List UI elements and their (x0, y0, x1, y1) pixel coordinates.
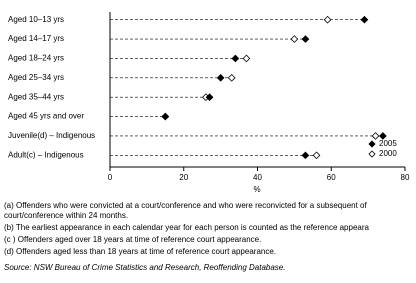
marker (161, 112, 170, 121)
x-tick-label: 40 (253, 173, 262, 182)
legend-marker (368, 140, 376, 148)
marker (231, 54, 240, 63)
marker (301, 35, 310, 43)
footnote: court/conference within 24 months. (4, 211, 128, 220)
x-tick-label: 80 (401, 173, 410, 182)
legend-label: 2005 (379, 139, 397, 148)
marker (360, 15, 369, 24)
category-label: Aged 10–13 yrs (8, 15, 64, 24)
x-tick-label: 60 (327, 173, 336, 182)
marker (323, 15, 332, 24)
marker (216, 73, 225, 82)
footnote: (c ) Offenders aged over 18 years at tim… (4, 235, 261, 244)
x-tick-label: 20 (179, 173, 188, 182)
footnote: (a) Offenders who were convicted at a co… (4, 201, 368, 210)
source: Source: NSW Bureau of Crime Statistics a… (4, 263, 285, 272)
category-label: Aged 18–24 yrs (8, 54, 64, 63)
legend-marker (368, 150, 376, 158)
marker (312, 151, 321, 160)
marker (379, 132, 387, 140)
x-tick-label: 0 (108, 173, 113, 182)
category-label: Aged 35–44 yrs (8, 92, 64, 101)
footnote: (d) Offenders aged less than 18 years at… (4, 247, 276, 256)
x-axis-label: % (253, 185, 260, 194)
category-label: Aged 25–34 yrs (8, 73, 64, 82)
footnote: (b) The earliest appearance in each cale… (4, 223, 370, 232)
marker (301, 151, 310, 160)
category-label: Aged 14–17 yrs (8, 34, 64, 43)
marker (227, 73, 236, 82)
marker (242, 54, 251, 63)
category-label: Adult(c) – Indigenous (8, 150, 84, 159)
category-label: Aged 45 yrs and over (8, 112, 84, 121)
marker (371, 132, 380, 140)
category-label: Juvenile(d) – Indigenous (8, 131, 95, 140)
legend-label: 2000 (379, 149, 397, 158)
marker (205, 93, 214, 102)
marker (290, 35, 299, 43)
